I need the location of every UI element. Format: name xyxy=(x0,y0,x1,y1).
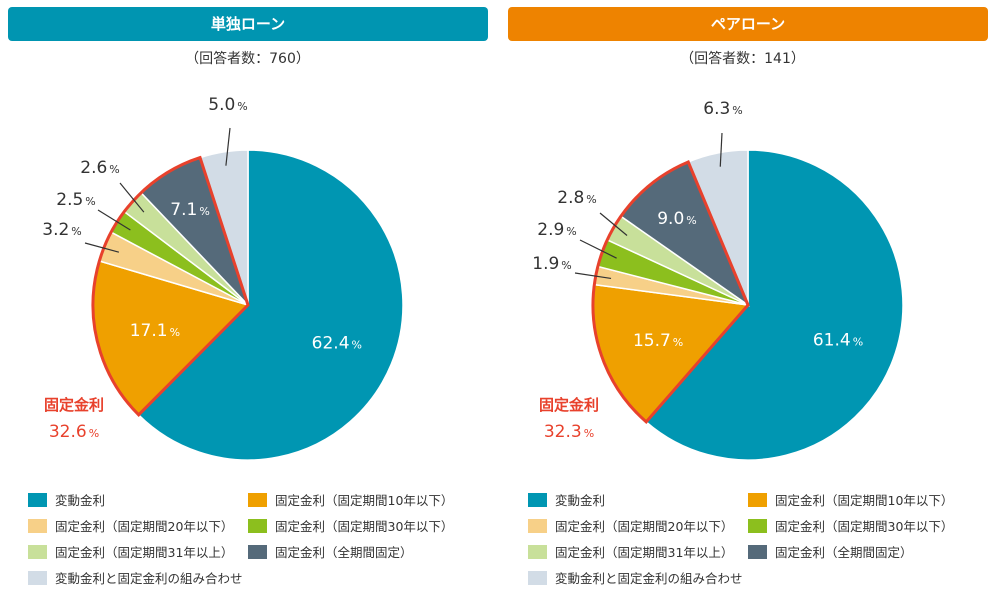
slice-value-label: 2.5% xyxy=(56,190,96,210)
legend-item: 固定金利（固定期間10年以下） xyxy=(748,492,953,510)
single-loan-respondents: （回答者数：760） xyxy=(185,51,310,67)
pie-slice xyxy=(645,149,904,461)
fixed-rate-highlight-outline xyxy=(591,160,750,425)
legend-label: 固定金利（固定期間30年以下） xyxy=(775,519,954,534)
legend-item: 固定金利（固定期間30年以下） xyxy=(748,518,953,536)
leader-line xyxy=(97,209,131,231)
legend-swatch xyxy=(28,493,47,507)
legend-label: 固定金利（固定期間20年以下） xyxy=(555,519,734,534)
legend-item: 固定金利（固定期間20年以下） xyxy=(528,518,733,536)
leader-line xyxy=(599,212,628,236)
legend-swatch xyxy=(28,519,47,533)
leader-line xyxy=(119,182,145,213)
legend-label: 固定金利（固定期間30年以下） xyxy=(275,519,454,534)
slice-value-label: 62.4% xyxy=(312,334,362,354)
legend-item: 固定金利（固定期間30年以下） xyxy=(248,518,453,536)
fixed-rate-annotation-value: 32.6% xyxy=(49,422,99,442)
slice-value-label: 7.1% xyxy=(170,200,210,220)
pair-loan-pie-chart: 61.4 % 15.7 % 1.9 % 2.9 % 2.8 % 9.0 % 6.3 % 固定金利 32.3% xyxy=(532,99,904,461)
legend-label: 固定金利（固定期間31年以上） xyxy=(555,545,734,560)
legend-item: 固定金利（全期間固定） xyxy=(748,544,913,562)
slice-value-label: 9.0% xyxy=(657,209,697,229)
legend-label: 固定金利（固定期間10年以下） xyxy=(275,493,454,508)
legend-item: 固定金利（固定期間20年以下） xyxy=(28,518,233,536)
legend-swatch xyxy=(748,545,767,559)
slice-value-label: 6.3% xyxy=(703,99,743,119)
legend-item: 固定金利（全期間固定） xyxy=(248,544,413,562)
legend-swatch xyxy=(248,519,267,533)
legend-item: 変動金利 xyxy=(528,492,605,510)
slice-value-label: 2.9% xyxy=(537,220,577,240)
legend-label: 固定金利（固定期間10年以下） xyxy=(775,493,954,508)
legend-label: 固定金利（全期間固定） xyxy=(775,545,913,560)
slice-value-label: 15.7% xyxy=(633,331,683,351)
pair-loan-header: ペアローン xyxy=(508,7,988,41)
legend-label: 変動金利と固定金利の組み合わせ xyxy=(55,571,243,586)
legend-label: 固定金利（固定期間20年以下） xyxy=(55,519,234,534)
leader-line xyxy=(719,132,723,167)
slice-value-label: 1.9% xyxy=(532,254,572,274)
legend-swatch xyxy=(528,545,547,559)
pair-loan-respondents: （回答者数：141） xyxy=(680,51,805,67)
fixed-rate-annotation-label: 固定金利 xyxy=(44,396,104,414)
fixed-rate-highlight-outline xyxy=(91,155,250,417)
pair-loan-panel: ペアローン （回答者数：141） 61.4% 15.7% 1.9% 2.9% 2.8% 9… xyxy=(495,0,990,593)
legend-item: 固定金利（固定期間10年以下） xyxy=(248,492,453,510)
fixed-rate-annotation-value: 32.3% xyxy=(544,422,594,442)
slice-value-label: 2.8% xyxy=(557,188,597,208)
legend-swatch xyxy=(528,519,547,533)
legend-swatch xyxy=(748,493,767,507)
slice-value-label: 3.2% xyxy=(42,220,82,240)
legend-label: 変動金利と固定金利の組み合わせ xyxy=(555,571,743,586)
single-loan-pie-chart: 62.4 % 17.1 % 3.2 % 2.5 % 2.6 % 7.1 % 5.0 % 固定金利 32.6% xyxy=(42,95,404,461)
legend-item: 固定金利（固定期間31年以上） xyxy=(528,544,733,562)
legend-label: 固定金利（全期間固定） xyxy=(275,545,413,560)
leader-line xyxy=(574,272,612,280)
legend-swatch xyxy=(248,493,267,507)
slice-value-label: 2.6% xyxy=(80,158,120,178)
legend-swatch xyxy=(28,571,47,585)
pie-slice xyxy=(137,149,404,461)
legend-item: 固定金利（固定期間31年以上） xyxy=(28,544,233,562)
legend-item: 変動金利 xyxy=(28,492,105,510)
legend-label: 固定金利（固定期間31年以上） xyxy=(55,545,234,560)
leader-line xyxy=(579,239,617,259)
legend-swatch xyxy=(248,545,267,559)
fixed-rate-annotation-label: 固定金利 xyxy=(539,396,599,414)
single-loan-panel: 単独ローン （回答者数：760） 62.4% 17.1% 3.2% 2.5% 2.6% 7… xyxy=(0,0,495,593)
legend-swatch xyxy=(528,571,547,585)
leader-line xyxy=(84,242,120,253)
single-loan-header: 単独ローン xyxy=(8,7,488,41)
legend-item: 変動金利と固定金利の組み合わせ xyxy=(528,570,743,588)
legend-label: 変動金利 xyxy=(555,493,606,508)
slice-value-label: 17.1% xyxy=(130,321,180,341)
legend-label: 変動金利 xyxy=(55,493,106,508)
legend-swatch xyxy=(748,519,767,533)
slice-value-label: 5.0% xyxy=(208,95,248,115)
legend-swatch xyxy=(528,493,547,507)
legend-item: 変動金利と固定金利の組み合わせ xyxy=(28,570,243,588)
slice-value-label: 61.4% xyxy=(813,331,863,351)
legend-swatch xyxy=(28,545,47,559)
leader-line xyxy=(225,127,231,166)
